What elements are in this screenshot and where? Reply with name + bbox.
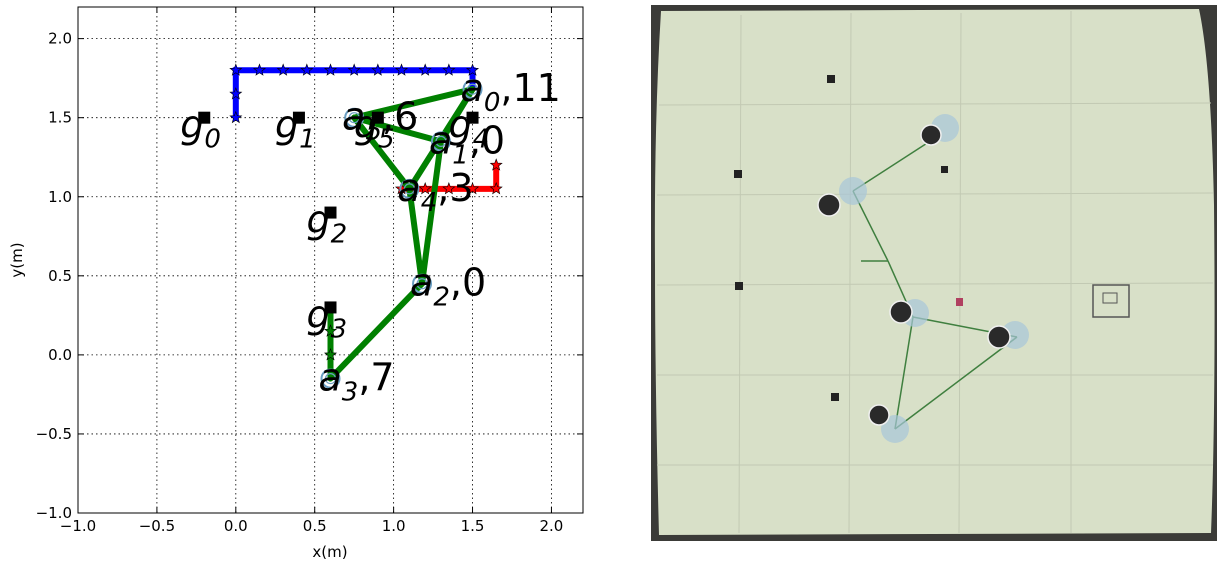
x-tick-label: 1.0 xyxy=(382,517,406,535)
agent-marker xyxy=(412,273,433,294)
agent-label: a1,0 xyxy=(429,118,505,170)
y-tick-label: −0.5 xyxy=(36,425,72,443)
x-tick-label: 1.5 xyxy=(461,517,485,535)
axis-ticks: −1.0 −0.5 0.0 0.5 1.0 1.5 2.0 −1.0 −0.5 0.0 0.5 1.0… xyxy=(36,7,583,535)
path-star-marker xyxy=(323,348,338,361)
agent-marker-inner xyxy=(403,183,416,195)
y-axis-label: y(m) xyxy=(8,242,26,277)
path-star-marker xyxy=(252,63,267,76)
agent-marker xyxy=(399,178,420,199)
robots xyxy=(817,124,1011,426)
agent-marker-inner xyxy=(348,112,360,124)
path-star-marker xyxy=(489,181,503,195)
path-star-marker xyxy=(347,63,361,76)
arena-floor xyxy=(654,9,1215,535)
y-tick-label: 1.5 xyxy=(48,109,72,127)
path-star-marker xyxy=(229,63,243,76)
path-star-marker xyxy=(489,158,503,171)
x-tick-label: 0.0 xyxy=(224,517,248,535)
goal-label: g1 xyxy=(275,103,316,155)
plot-frame xyxy=(77,6,584,514)
x-tick-label: −0.5 xyxy=(139,517,175,535)
agent-label: a0,11 xyxy=(461,66,561,118)
x-tick-label: −1.0 xyxy=(60,517,96,535)
agent-marker xyxy=(430,131,451,152)
floor-marker-box-inner xyxy=(1102,292,1118,304)
agent-edge xyxy=(327,280,426,382)
y-tick-label: −1.0 xyxy=(36,504,72,522)
path-star-marker xyxy=(465,63,480,76)
path-star-marker xyxy=(418,63,432,76)
agent-edge xyxy=(406,185,426,287)
agent-marker-inner xyxy=(416,278,428,290)
path-star-marker xyxy=(323,324,338,337)
goal-marker xyxy=(292,111,305,124)
goal-marker xyxy=(198,111,211,124)
agent-edge xyxy=(351,114,413,192)
goal-marker xyxy=(324,206,337,219)
goal-markers xyxy=(198,111,479,314)
agent-label: a4,3 xyxy=(397,166,473,218)
y-tick-label: 1.0 xyxy=(48,188,72,206)
agent-label: a2,0 xyxy=(410,261,486,313)
agent-markers xyxy=(320,79,483,389)
goal-label: g0 xyxy=(180,103,221,155)
red-floor-marker xyxy=(956,298,963,306)
goal-squares xyxy=(734,75,948,401)
agent-marker xyxy=(344,107,365,128)
agent-marker xyxy=(320,368,341,389)
goal-marker xyxy=(324,301,337,314)
goal-marker xyxy=(371,111,384,124)
agent-marker-inner xyxy=(466,83,479,95)
x-tick-label: 0.5 xyxy=(303,517,327,535)
y-tick-label: 0.0 xyxy=(48,346,72,364)
path-star-marker xyxy=(300,63,314,76)
agent-edge xyxy=(351,114,444,145)
plot-background xyxy=(78,7,583,513)
agent-label: a3,7 xyxy=(319,356,395,408)
goal-marker xyxy=(466,111,479,124)
path-star-marker xyxy=(276,63,290,76)
path-star-marker xyxy=(442,181,456,195)
path-star-marker xyxy=(229,110,243,124)
goal-label: g4 xyxy=(449,103,490,155)
agent-label: a5,6 xyxy=(342,95,418,147)
path-star-marker xyxy=(465,181,480,195)
agent-edge xyxy=(419,138,444,287)
path-star-marker xyxy=(418,181,432,195)
floor-marker-box xyxy=(1092,284,1130,318)
goal-label: g2 xyxy=(307,198,348,250)
path-star-marker xyxy=(229,87,243,100)
path-star-marker xyxy=(371,63,385,76)
agent-marker xyxy=(462,79,483,100)
path-star-marker xyxy=(442,63,456,76)
x-tick-label: 2.0 xyxy=(540,517,564,535)
x-axis-label: x(m) xyxy=(312,543,347,561)
path-star-marker xyxy=(323,63,338,76)
arena-overhead-photo xyxy=(651,5,1217,541)
agent-marker-inner xyxy=(435,135,447,148)
floor-grid-lines xyxy=(656,11,1214,534)
agent-marker-inner xyxy=(324,372,337,385)
y-tick-label: 2.0 xyxy=(48,30,72,48)
goal-label: g5 xyxy=(354,103,395,155)
goal-label: g3 xyxy=(307,292,348,344)
chart-marks xyxy=(198,63,503,389)
y-tick-label: 0.5 xyxy=(48,267,72,285)
path-star-marker xyxy=(394,63,409,76)
